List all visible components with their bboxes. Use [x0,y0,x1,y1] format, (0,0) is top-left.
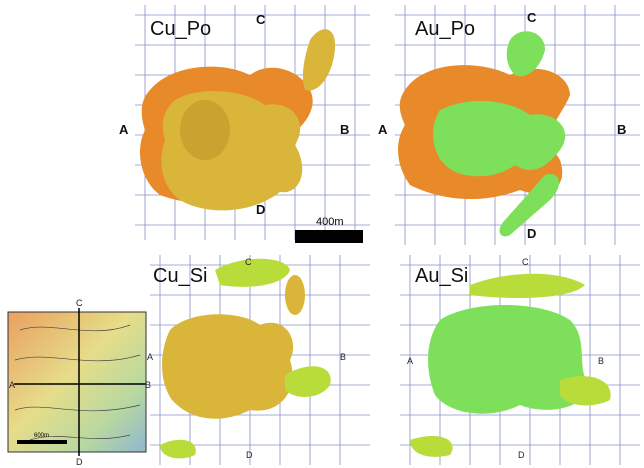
scale-label: 600m [34,433,49,439]
direction-label: B [340,122,349,137]
panel-au-po: Au_Po C A B D [378,10,626,241]
direction-label: A [407,356,413,366]
direction-label: A [378,122,388,137]
panel-au-si: Au_Si C A B D [407,257,611,460]
map-area [7,311,147,453]
direction-label: D [256,202,265,217]
yellow-green-body [470,273,585,298]
direction-label: C [522,257,529,267]
contour [14,324,141,441]
direction-label: D [527,226,536,241]
direction-label: A [9,380,15,390]
direction-label: B [340,352,346,362]
yellow-green-body [160,439,196,459]
direction-label: B [598,356,604,366]
direction-label: C [256,12,266,27]
panel-title: Cu_Po [150,18,211,40]
panel-cu-po: Cu_Po C A B D 400m [119,12,363,243]
direction-label: C [245,257,252,267]
panel-title: Au_Si [415,265,468,287]
panel-cu-si: Cu_Si C A B D [147,257,346,460]
panel-title: Au_Po [415,18,475,40]
yellow-lobe [285,275,305,315]
direction-label: D [518,450,525,460]
direction-label: D [76,457,83,467]
yellow-lobe [180,100,230,160]
direction-label: C [76,298,83,308]
yellow-body [161,90,303,211]
scale-bar [17,440,67,444]
scale-label: 400m [316,216,344,228]
yellow-green-body [285,366,331,397]
yellow-body [162,314,294,419]
inset-map: C A B D 600m [7,298,151,467]
direction-label: A [147,352,153,362]
yellow-green-body [215,258,290,287]
direction-label: B [617,122,626,137]
direction-label: B [145,380,151,390]
yellow-body [302,29,335,91]
direction-label: C [527,10,537,25]
green-body [499,174,560,237]
panel-title: Cu_Si [153,265,207,287]
green-body [428,305,590,414]
scale-bar [295,230,363,243]
green-body [506,31,545,77]
green-body [433,100,566,177]
direction-label: A [119,122,129,137]
yellow-green-body [560,376,611,406]
direction-label: D [246,450,253,460]
yellow-green-body [410,435,453,457]
